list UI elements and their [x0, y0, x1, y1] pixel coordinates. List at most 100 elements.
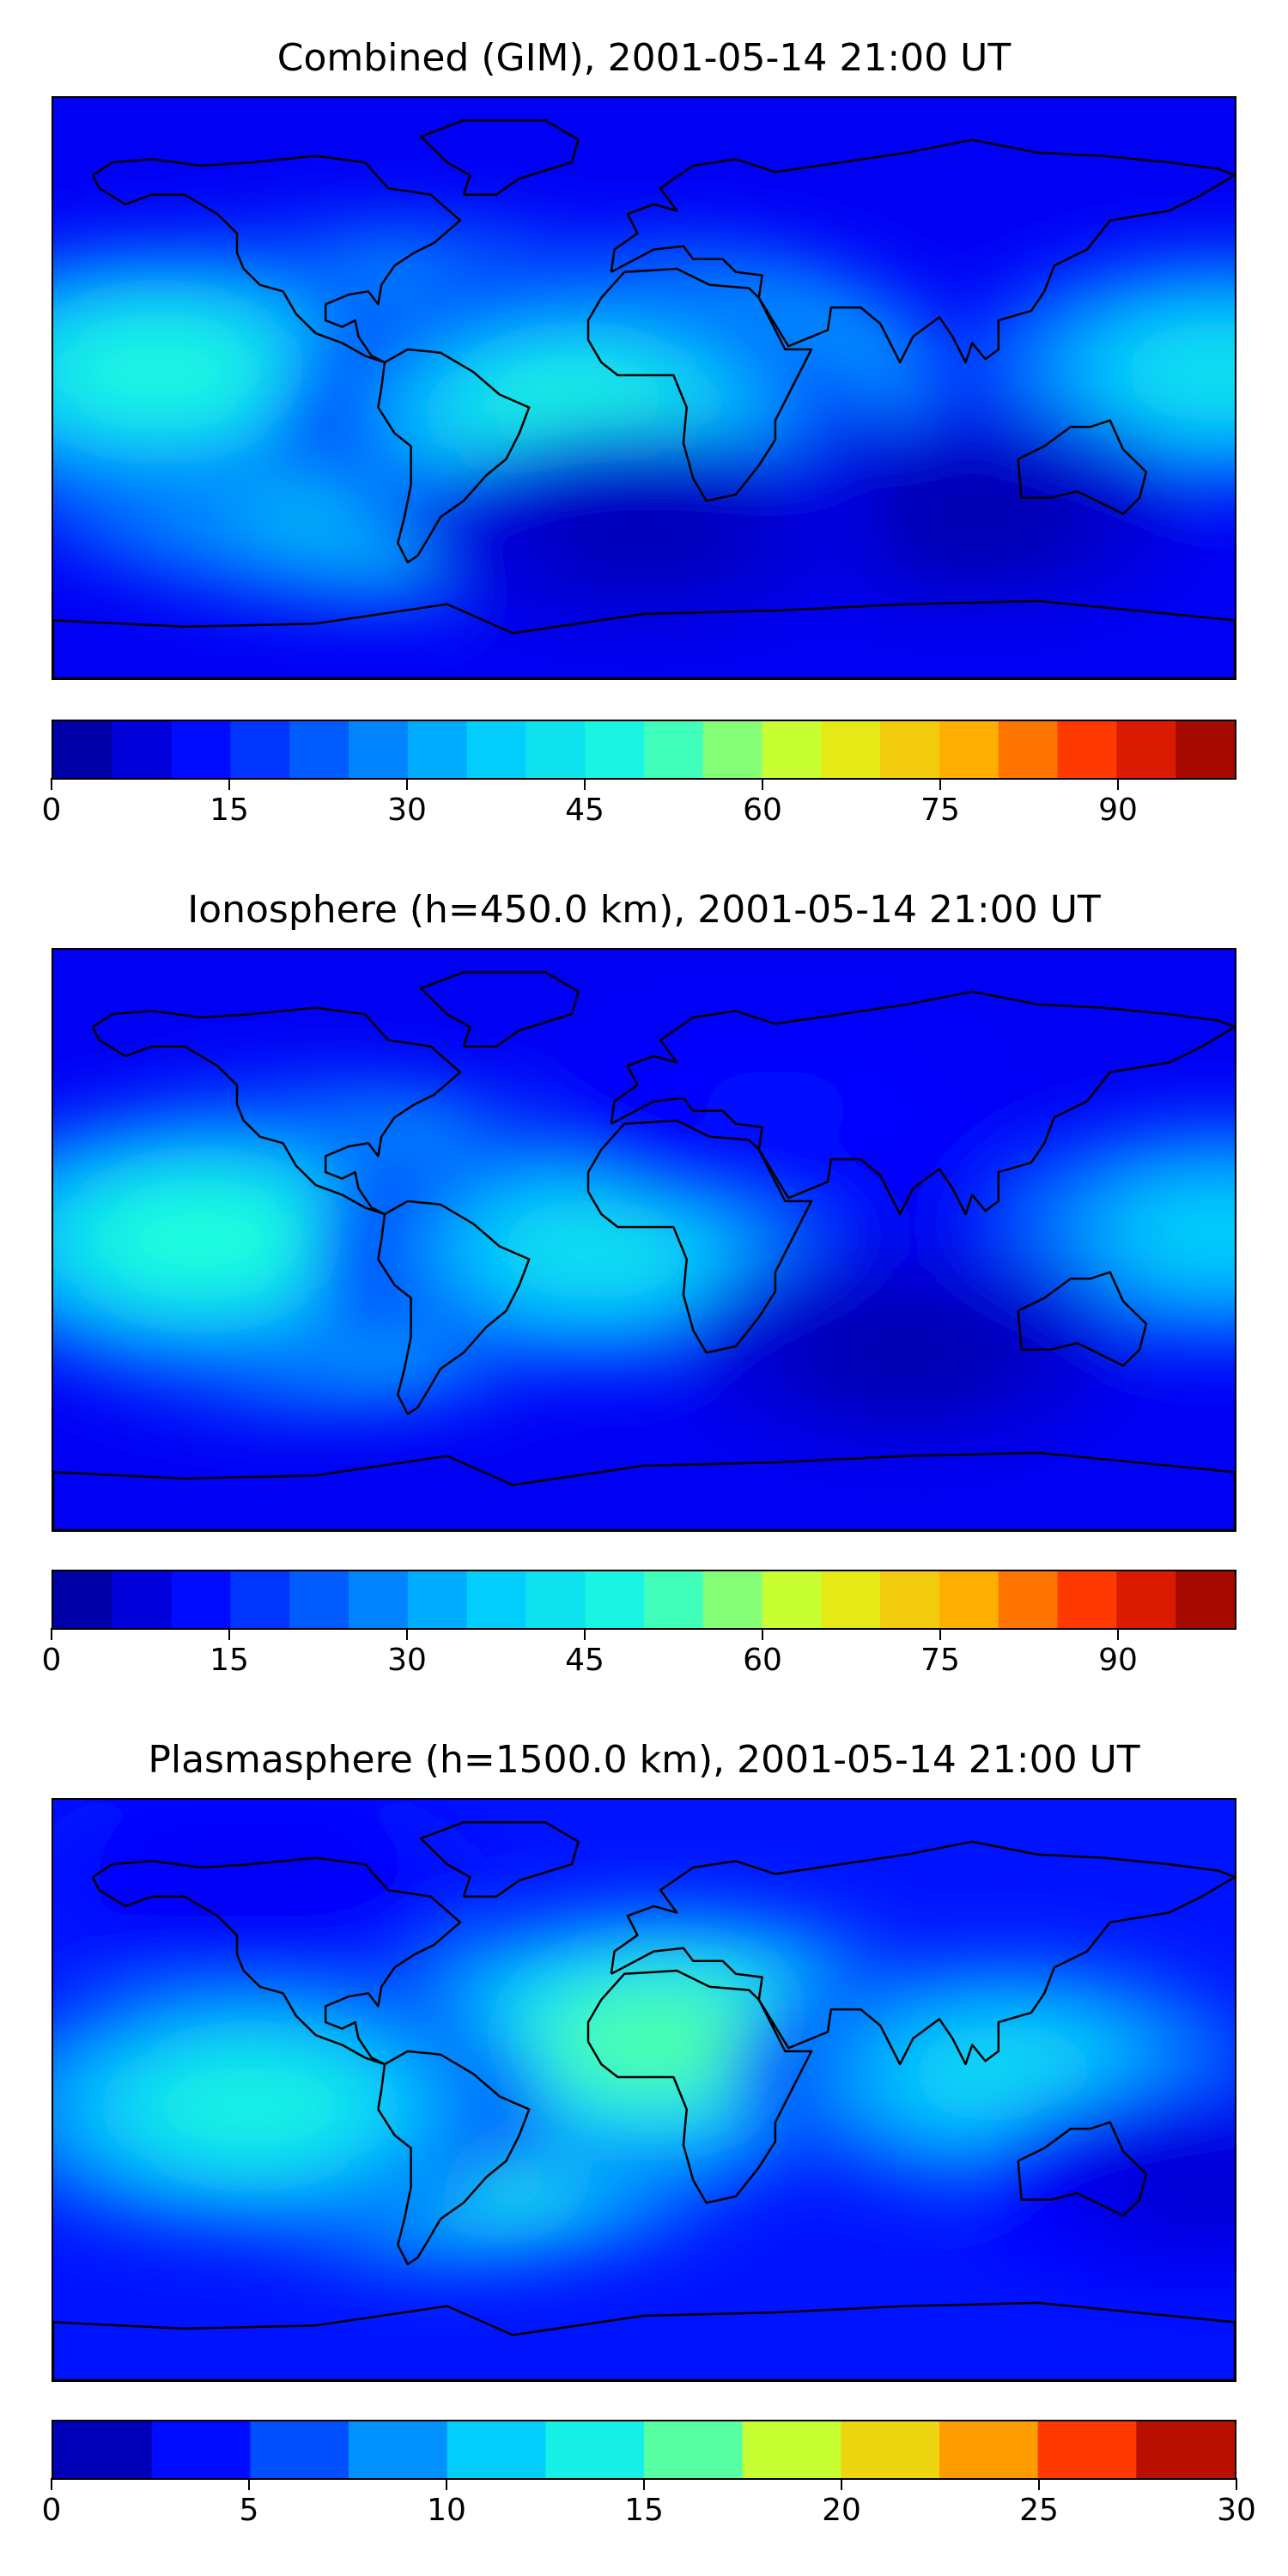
colorbar-bin — [151, 2421, 251, 2478]
colorbar-tick-label: 60 — [743, 1643, 782, 1678]
panel-2-title: Ionosphere (h=450.0 km), 2001-05-14 21:0… — [187, 888, 1101, 932]
colorbar-tick — [584, 1628, 586, 1640]
value-contour-6-4 — [890, 475, 1054, 559]
colorbar-tick — [51, 2478, 52, 2490]
panel-2-map — [52, 948, 1236, 1532]
value-contour-5-4 — [693, 1069, 858, 1153]
colorbar-bin — [880, 1571, 940, 1628]
coastline-greenland — [419, 119, 580, 196]
value-field — [53, 224, 1235, 640]
value-contour-1-4 — [94, 1186, 307, 1294]
colorbar-tick-label: 0 — [41, 1643, 62, 1678]
colorbar-tick-label: 45 — [565, 793, 605, 828]
panel-1-colorbar — [52, 720, 1236, 780]
panel-3-title: Plasmasphere (h=1500.0 km), 2001-05-14 2… — [148, 1738, 1140, 1782]
coastline-africa — [586, 1969, 813, 2204]
coastline-greenland — [419, 1821, 580, 1898]
colorbar-bin — [644, 721, 704, 778]
colorbar-tick-label: 30 — [1217, 2493, 1256, 2528]
panel-1-map — [52, 96, 1236, 680]
value-contour-4-4 — [824, 1310, 988, 1394]
colorbar-bin — [407, 1571, 468, 1628]
colorbar-tick-label: 90 — [1098, 793, 1138, 828]
colorbar-bin — [289, 721, 349, 778]
coastlines — [53, 119, 1235, 678]
panel-1-colorbar-ticks: 0 15 30 45 60 75 90 — [42, 778, 1236, 829]
colorbar-bin — [447, 2421, 546, 2478]
panel-3-colorbar-ticks: 0 5 10 15 20 25 30 — [42, 2478, 1256, 2530]
colorbar-tick-label: 75 — [920, 1643, 960, 1678]
colorbar-tick-label: 20 — [822, 2493, 861, 2528]
colorbar-bin — [230, 1571, 290, 1628]
colorbar-bin — [526, 721, 586, 778]
colorbar-bin — [644, 2421, 744, 2478]
colorbar-bin — [407, 721, 468, 778]
colorbar-bin — [53, 2421, 153, 2478]
colorbar-tick-label: 45 — [565, 1643, 605, 1678]
colorbar-bin — [585, 1571, 645, 1628]
colorbar-tick-label: 30 — [387, 793, 427, 828]
coastline-australia — [1017, 419, 1148, 515]
colorbar-tick — [51, 778, 52, 790]
coastline-south-america — [377, 2050, 531, 2266]
colorbar-tick-label: 5 — [239, 2493, 259, 2528]
colorbar-tick — [446, 2478, 447, 2490]
panel-1-title: Combined (GIM), 2001-05-14 21:00 UT — [276, 36, 1012, 80]
value-contour-4-4 — [1120, 2145, 1235, 2229]
colorbar-bin — [112, 1571, 173, 1628]
colorbar-tick-label: 10 — [427, 2493, 466, 2528]
colorbar-bin — [762, 1571, 822, 1628]
value-contour-1-4 — [551, 1986, 770, 2098]
colorbar-bin — [585, 721, 645, 778]
colorbar-bin — [1176, 1571, 1235, 1628]
colorbar-bin — [53, 721, 113, 778]
coastline-africa — [586, 1119, 813, 1354]
colorbar-tick-label: 0 — [41, 2493, 62, 2528]
colorbar-bin — [1136, 2421, 1235, 2478]
colorbar-tick — [406, 1628, 408, 1640]
colorbar-bin — [939, 2421, 1039, 2478]
colorbar-bin — [545, 2421, 645, 2478]
coastline-africa — [586, 267, 813, 502]
colorbar-tick — [1236, 2478, 1237, 2490]
colorbar-tick-label: 60 — [743, 793, 782, 828]
value-contour-2-4 — [54, 319, 263, 425]
colorbar-tick — [762, 1628, 763, 1640]
coastline-antarctica — [53, 599, 1235, 678]
colorbar-bin — [821, 1571, 881, 1628]
coastlines — [53, 1821, 1235, 2380]
colorbar-tick — [841, 2478, 842, 2490]
value-contour-2-4 — [147, 2053, 353, 2159]
coastline-north-america — [91, 1006, 462, 1216]
colorbar-bin — [939, 721, 999, 778]
colorbar-tick — [1117, 778, 1119, 790]
colorbar-bin — [1057, 1571, 1117, 1628]
colorbar-tick — [643, 2478, 645, 2490]
colorbar-tick — [51, 1628, 52, 1640]
colorbar-tick — [1117, 1628, 1119, 1640]
value-field — [53, 1005, 1235, 1459]
colorbar-tick — [584, 778, 586, 790]
coastline-south-america — [377, 1200, 531, 1416]
colorbar-tick-label: 90 — [1098, 1643, 1138, 1678]
colorbar-tick — [1038, 2478, 1040, 2490]
colorbar-tick-label: 0 — [41, 793, 62, 828]
colorbar-bin — [1116, 721, 1176, 778]
colorbar-tick — [762, 778, 763, 790]
coastline-australia — [1017, 2121, 1148, 2217]
value-contour-2-4 — [496, 1200, 693, 1300]
value-field — [53, 1800, 1235, 2293]
colorbar-bin — [939, 1571, 999, 1628]
colorbar-bin — [349, 2421, 448, 2478]
colorbar-bin — [112, 721, 173, 778]
colorbar-bin — [1057, 721, 1117, 778]
coastline-south-america — [377, 348, 531, 564]
colorbar-tick-label: 30 — [387, 1643, 427, 1678]
colorbar-tick — [228, 778, 230, 790]
colorbar-bin — [841, 2421, 940, 2478]
colorbar-tick — [228, 1628, 230, 1640]
panel-3-map — [52, 1798, 1236, 2382]
colorbar-bin — [349, 721, 409, 778]
colorbar-bin — [289, 1571, 349, 1628]
colorbar-bin — [1116, 1571, 1176, 1628]
